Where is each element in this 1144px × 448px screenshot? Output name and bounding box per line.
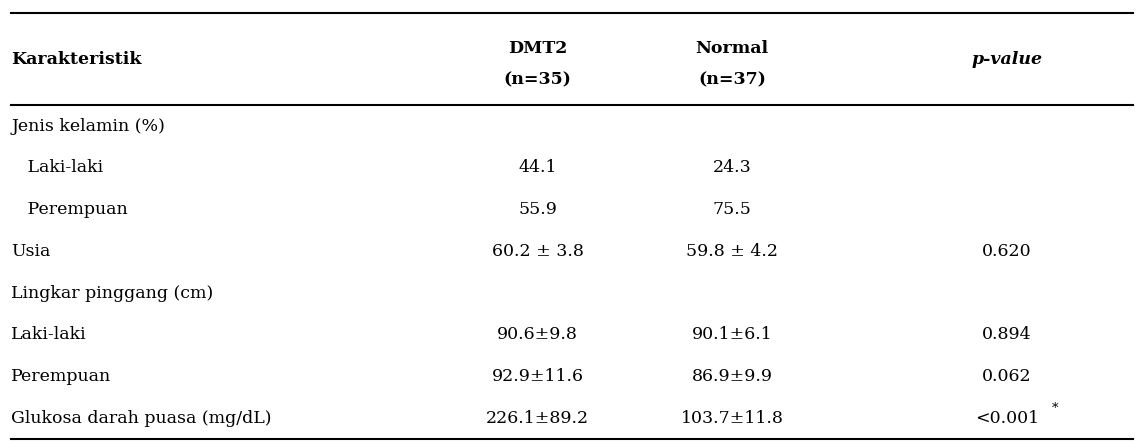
Text: (n=37): (n=37)	[698, 71, 766, 88]
Text: 92.9±11.6: 92.9±11.6	[492, 368, 583, 385]
Text: Laki-laki: Laki-laki	[11, 326, 87, 343]
Text: Perempuan: Perempuan	[11, 368, 112, 385]
Text: p-value: p-value	[971, 51, 1042, 68]
Text: 75.5: 75.5	[713, 201, 752, 218]
Text: 90.6±9.8: 90.6±9.8	[498, 326, 578, 343]
Text: 44.1: 44.1	[518, 159, 557, 177]
Text: Lingkar pinggang (cm): Lingkar pinggang (cm)	[11, 284, 214, 302]
Text: Karakteristik: Karakteristik	[11, 51, 142, 68]
Text: Jenis kelamin (%): Jenis kelamin (%)	[11, 117, 166, 134]
Text: 90.1±6.1: 90.1±6.1	[692, 326, 772, 343]
Text: (n=35): (n=35)	[503, 71, 572, 88]
Text: Laki-laki: Laki-laki	[11, 159, 104, 177]
Text: 0.062: 0.062	[982, 368, 1032, 385]
Text: 59.8 ± 4.2: 59.8 ± 4.2	[686, 243, 778, 260]
Text: 0.894: 0.894	[982, 326, 1032, 343]
Text: 103.7±11.8: 103.7±11.8	[681, 409, 784, 426]
Text: 60.2 ± 3.8: 60.2 ± 3.8	[492, 243, 583, 260]
Text: 0.620: 0.620	[982, 243, 1032, 260]
Text: DMT2: DMT2	[508, 39, 567, 56]
Text: *: *	[1051, 402, 1058, 415]
Text: 86.9±9.9: 86.9±9.9	[692, 368, 772, 385]
Text: 226.1±89.2: 226.1±89.2	[486, 409, 589, 426]
Text: Usia: Usia	[11, 243, 50, 260]
Text: Glukosa darah puasa (mg/dL): Glukosa darah puasa (mg/dL)	[11, 409, 272, 426]
Text: 55.9: 55.9	[518, 201, 557, 218]
Text: Perempuan: Perempuan	[11, 201, 128, 218]
Text: 24.3: 24.3	[713, 159, 752, 177]
Text: Normal: Normal	[696, 39, 769, 56]
Text: <0.001: <0.001	[975, 409, 1039, 426]
